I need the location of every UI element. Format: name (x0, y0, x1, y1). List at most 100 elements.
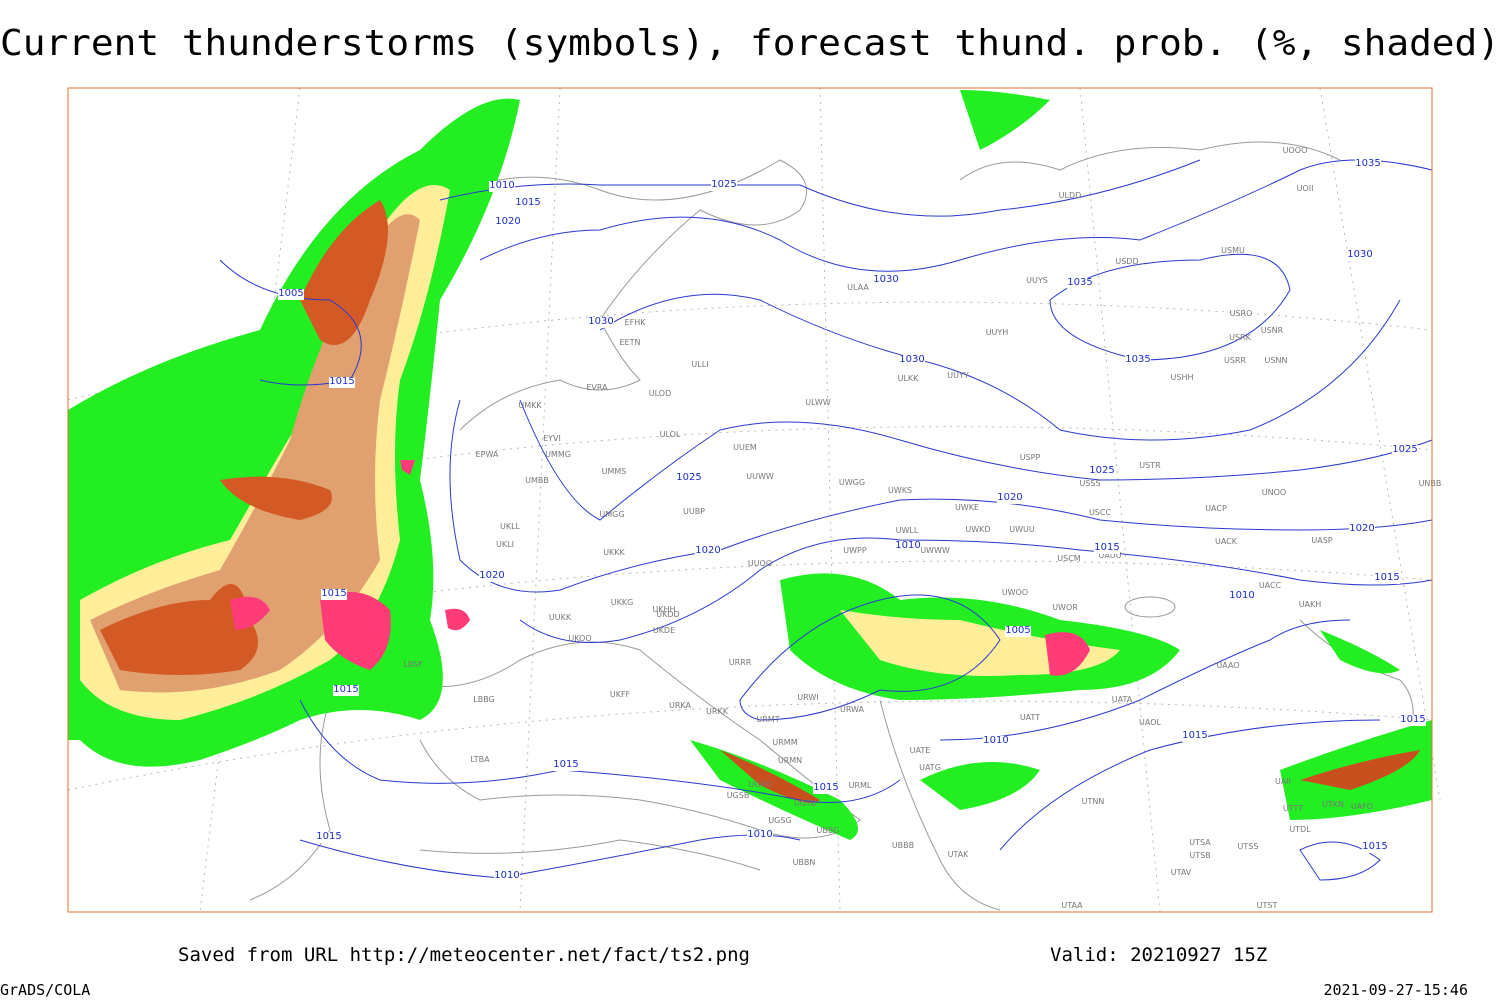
station-label: UOII (1297, 184, 1314, 193)
isobar (299, 834, 801, 879)
station-label: URWA (840, 705, 865, 714)
prob-area (1300, 750, 1420, 790)
station-label: UKDD (656, 610, 679, 619)
coastline (879, 699, 1001, 911)
station-label: UASP (1311, 536, 1332, 545)
label-background (695, 546, 721, 557)
storm-cluster (445, 608, 470, 631)
isobar (519, 399, 1433, 521)
station-label: URKA (669, 701, 692, 710)
isobar-label: 1015 (1374, 572, 1399, 583)
station-label: ULLI (691, 360, 708, 369)
station-label: UBBG (817, 826, 840, 835)
graticule-line (1319, 87, 1441, 801)
station-label: UACC (1259, 581, 1282, 590)
thunderstorm-probability (68, 90, 1432, 840)
station-label: UUWW (746, 472, 774, 481)
label-background (553, 760, 579, 771)
station-label: UWGG (839, 478, 865, 487)
station-labels: EFHK EETN ULLI EVRA ULOD UMKK ULOL EYVI UMMG EPWA… (403, 146, 1441, 910)
prob-area (100, 584, 258, 675)
isobar (439, 159, 1201, 217)
isobar-label: 1020 (695, 545, 720, 556)
station-label: UMBB (525, 476, 549, 485)
isobar (739, 594, 1001, 721)
station-label: UMMG (545, 450, 571, 459)
station-label: UAII (1275, 777, 1291, 786)
prob-area (220, 476, 332, 520)
prob-area (300, 200, 388, 345)
graticule-line (819, 87, 841, 913)
station-label: UWKS (888, 486, 912, 495)
coastline (419, 839, 761, 871)
station-label: LBBG (473, 695, 495, 704)
isobar-label: 1020 (495, 216, 520, 227)
station-label: USSS (1079, 479, 1100, 488)
isobar-label: 1005 (278, 288, 303, 299)
station-label: UGSB (727, 791, 750, 800)
station-label: USMU (1221, 246, 1245, 255)
isobar-label: 1015 (1094, 542, 1119, 553)
source-url: Saved from URL http://meteocenter.net/fa… (178, 944, 750, 966)
station-label: UMKK (518, 401, 542, 410)
isobar-label: 1025 (711, 179, 736, 190)
label-background (1005, 626, 1031, 637)
prob-area (1320, 630, 1400, 674)
station-label: UUYS (1026, 276, 1048, 285)
graticule-line (67, 301, 1433, 401)
station-label: UTSA (1189, 838, 1211, 847)
station-label: UTDL (1289, 825, 1311, 834)
isobar (599, 293, 1401, 441)
prob-area (960, 90, 1050, 150)
station-label: UNBB (1419, 479, 1442, 488)
station-label: UMGG (599, 510, 624, 519)
station-label: UKLI (496, 540, 514, 549)
station-label: UKKG (611, 598, 634, 607)
station-label: USHH (1171, 373, 1194, 382)
station-label: UGSG (768, 816, 791, 825)
station-label: USCC (1089, 508, 1112, 517)
station-label: USNR (1261, 326, 1284, 335)
station-label: LBSF (403, 660, 423, 669)
station-label: EVRA (586, 383, 608, 392)
station-label: UBBB (892, 841, 914, 850)
isobar-label: 1035 (1125, 354, 1150, 365)
station-label: UWUU (1009, 525, 1035, 534)
label-background (1349, 524, 1375, 535)
isobar-label: 1015 (321, 588, 346, 599)
coastline (399, 641, 861, 839)
station-label: UAUU (1098, 551, 1121, 560)
station-label: UKDE (653, 626, 675, 635)
label-background (1067, 278, 1093, 289)
station-label: URWI (797, 693, 818, 702)
station-label: URML (849, 781, 872, 790)
isobar-label: 1015 (553, 759, 578, 770)
station-label: ULOL (660, 430, 681, 439)
valid-time: Valid: 20210927 15Z (1050, 944, 1267, 966)
graticule (67, 87, 1441, 913)
station-label: ULDD (1059, 191, 1082, 200)
station-label: UUEM (733, 443, 757, 452)
station-label: EETN (620, 338, 641, 347)
label-background (515, 198, 541, 209)
isobar-label: 1015 (515, 197, 540, 208)
station-label: USCM (1057, 554, 1081, 563)
label-background (494, 871, 520, 882)
isobar (519, 537, 1433, 643)
station-label: UTSB (1189, 851, 1210, 860)
station-label: USNN (1265, 356, 1288, 365)
isobar-label: 1010 (494, 870, 519, 881)
isobar-label: 1025 (1392, 444, 1417, 455)
label-background (329, 377, 355, 388)
label-background (747, 830, 773, 841)
coastline (439, 159, 808, 431)
isobar-label: 1010 (747, 829, 772, 840)
label-background (1392, 445, 1418, 456)
station-label: EPWA (476, 450, 499, 459)
station-label: UUYH (986, 328, 1009, 337)
isobar-label: 1010 (895, 540, 920, 551)
storm-cluster (320, 592, 391, 670)
isobar-label: 1035 (1067, 277, 1092, 288)
station-label: UKKK (603, 548, 625, 557)
